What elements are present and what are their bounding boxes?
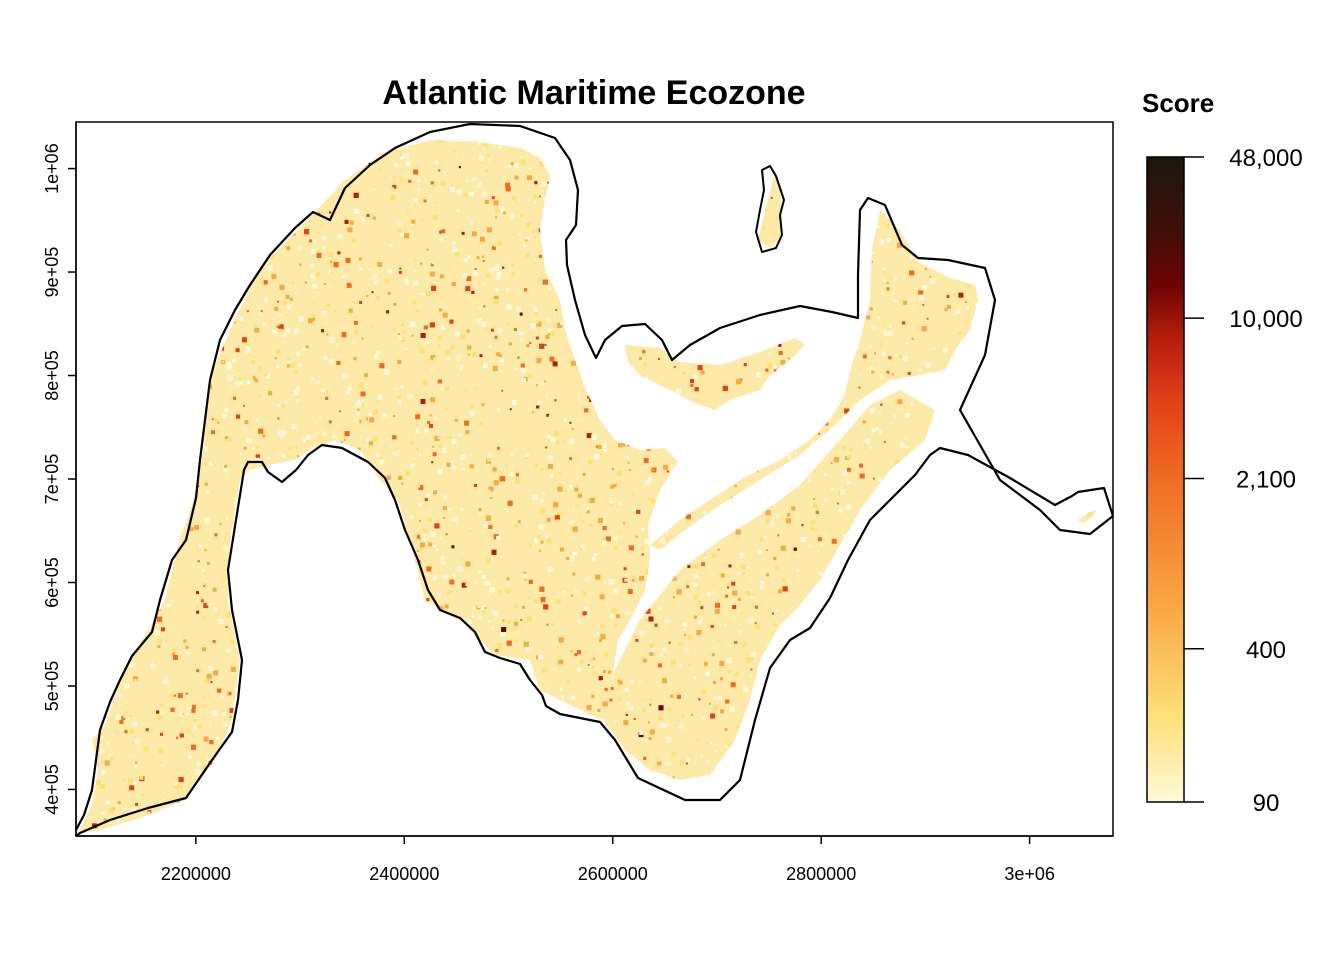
x-tick-label: 3e+06 — [1004, 864, 1055, 884]
legend-tick-label: 48,000 — [1229, 145, 1302, 172]
x-tick-label: 2600000 — [578, 864, 648, 884]
island-boundary — [755, 165, 785, 253]
legend-colorbar — [1146, 156, 1185, 803]
x-axis: 2200000 2400000 2600000 2800000 3e+06 — [76, 835, 1113, 884]
legend-ticks: 48,000 10,000 2,100 400 90 — [1184, 145, 1303, 817]
y-tick-label: 6e+05 — [42, 557, 62, 608]
x-tick-label: 2800000 — [786, 864, 856, 884]
x-tick-label: 2200000 — [161, 864, 231, 884]
chart-title: Atlantic Maritime Ecozone — [382, 74, 805, 112]
legend-tick-label: 2,100 — [1236, 466, 1296, 493]
legend-tick-label: 400 — [1246, 637, 1286, 664]
y-tick-label: 9e+05 — [42, 247, 62, 298]
legend-tick-label: 10,000 — [1229, 306, 1302, 333]
y-tick-label: 8e+05 — [42, 350, 62, 401]
y-axis: 4e+05 5e+05 6e+05 7e+05 8e+05 9e+05 1e+06 — [42, 122, 77, 836]
y-tick-label: 4e+05 — [42, 764, 62, 815]
x-tick-label: 2400000 — [369, 864, 439, 884]
legend-tick-label: 90 — [1253, 790, 1280, 817]
ecozone-boundary — [76, 122, 1113, 836]
y-tick-label: 5e+05 — [42, 661, 62, 712]
legend-title: Score — [1142, 88, 1214, 118]
y-tick-label: 7e+05 — [42, 454, 62, 505]
y-tick-label: 1e+06 — [42, 143, 62, 194]
legend: Score 48,000 10,000 2,100 400 90 — [1142, 88, 1303, 817]
